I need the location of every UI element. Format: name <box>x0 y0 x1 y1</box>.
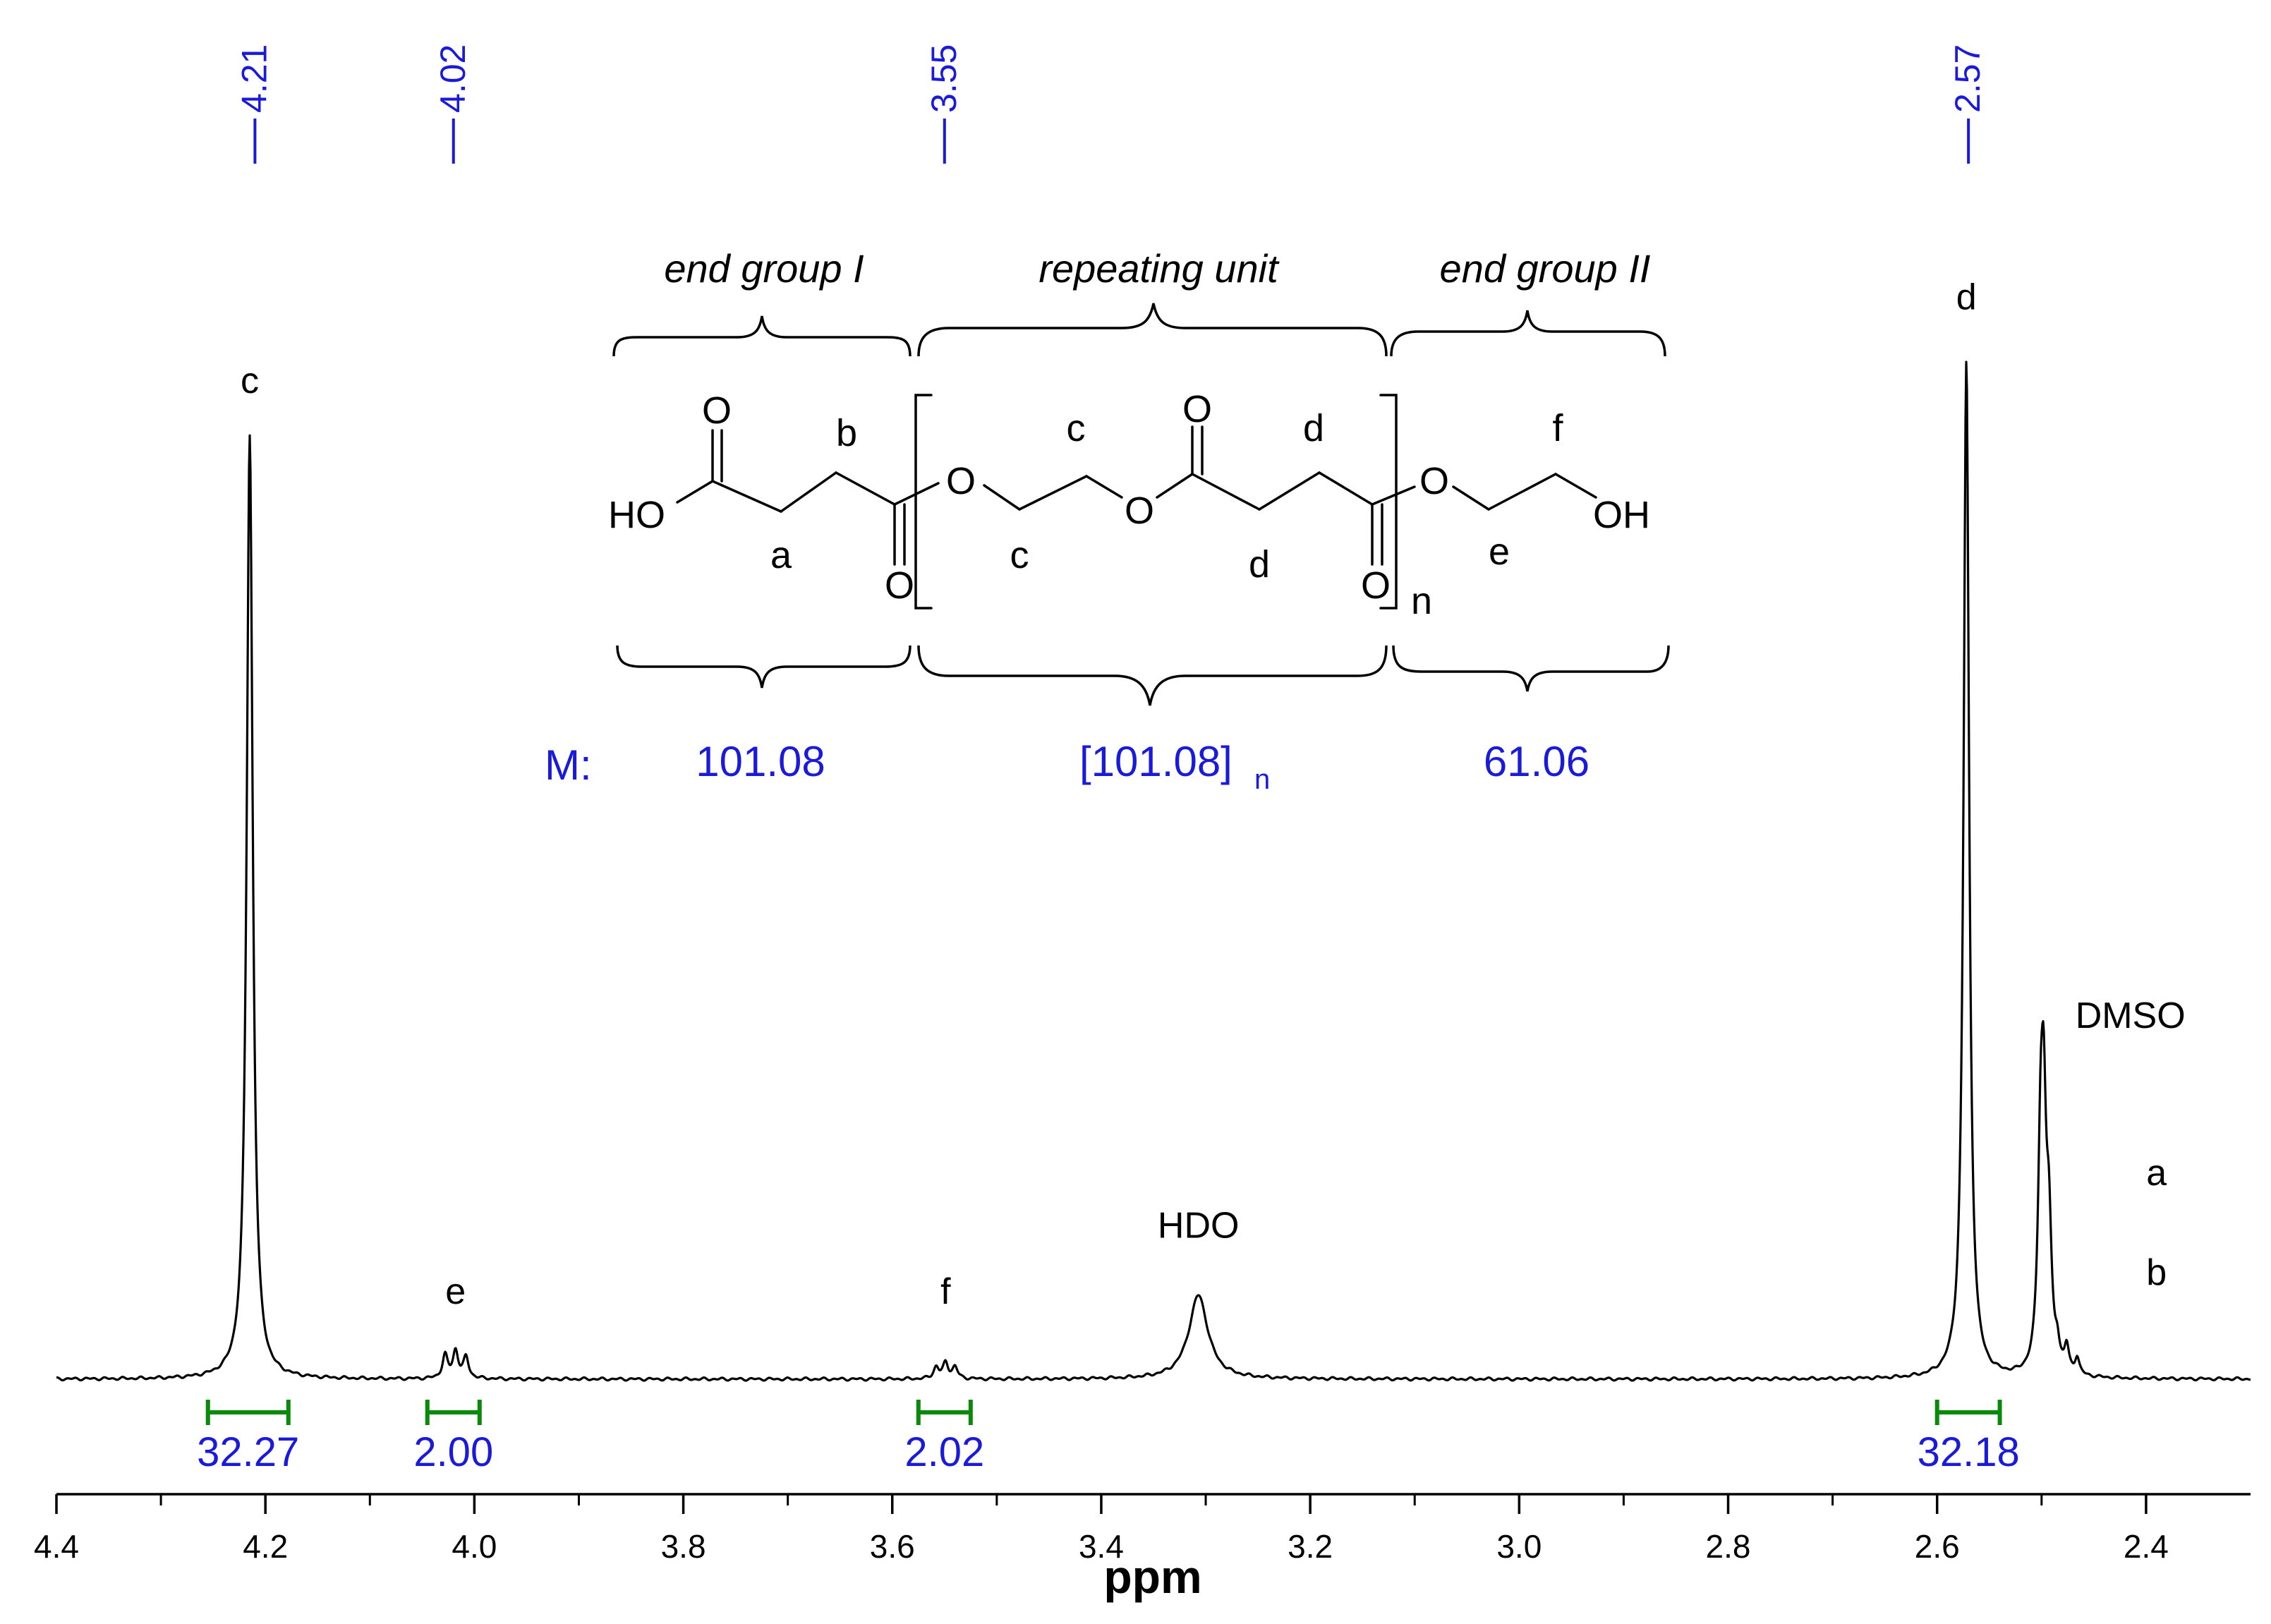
x-tick-label: 2.8 <box>1706 1528 1751 1565</box>
proton-label-a: a <box>770 534 792 576</box>
proton-label-f: f <box>1552 407 1563 449</box>
atom-oxygen-4: O <box>1125 490 1154 532</box>
peak-label: c <box>241 360 259 401</box>
shift-marker-label: 4.21 <box>234 44 274 113</box>
brace-bottom-end-group-1 <box>616 645 912 689</box>
peak-labels: c e f HDO d DMSO a b <box>241 277 2186 1312</box>
mass-prefix: M: <box>545 741 592 789</box>
proton-label-c-top: c <box>1067 407 1086 449</box>
x-tick-label: 2.6 <box>1915 1528 1960 1565</box>
atom-ho: HO <box>608 494 665 536</box>
spectrum-trace <box>56 360 2251 1382</box>
peak-label: a <box>2146 1153 2167 1194</box>
repeat-count-n: n <box>1411 580 1432 622</box>
section-title-end-group-1: end group I <box>664 246 864 291</box>
integral-value: 32.27 <box>197 1429 299 1475</box>
mass-repeating-unit: [101.08] <box>1079 738 1233 785</box>
atom-oxygen-7: O <box>1419 460 1449 502</box>
proton-label-d-top: d <box>1303 407 1324 449</box>
x-tick-label: 4.2 <box>243 1528 288 1565</box>
x-axis-ticks: 4.4 4.2 4.0 3.8 3.6 3.4 3.2 3.0 2.8 2.6 2.4 <box>34 1494 2169 1565</box>
atom-oxygen-1: O <box>702 389 732 432</box>
shift-marker-label: 3.55 <box>924 44 964 113</box>
x-axis: 4.4 4.2 4.0 3.8 3.6 3.4 3.2 3.0 2.8 2.6 2.4 ppm <box>34 1493 2251 1603</box>
peak-label: DMSO <box>2076 995 2186 1036</box>
integrals: 32.27 2.00 2.02 32.18 <box>197 1400 2020 1475</box>
atom-oxygen-6: O <box>1361 564 1391 607</box>
brace-top-end-group-2 <box>1390 310 1666 357</box>
proton-label-d-bottom: d <box>1249 543 1270 586</box>
structure-section-titles: end group I repeating unit end group II <box>664 246 1650 291</box>
atom-oxygen-3: O <box>946 460 976 502</box>
section-title-repeating-unit: repeating unit <box>1038 246 1280 291</box>
atom-oh: OH <box>1593 494 1650 536</box>
x-tick-label: 3.4 <box>1079 1528 1124 1565</box>
proton-label-e: e <box>1489 531 1510 573</box>
integral-value: 2.02 <box>904 1429 984 1475</box>
mass-end-group-1: 101.08 <box>696 738 825 785</box>
x-tick-label: 3.6 <box>870 1528 915 1565</box>
proton-label-c-bottom: c <box>1010 534 1029 576</box>
integral-value: 2.00 <box>413 1429 493 1475</box>
peak-label: HDO <box>1158 1205 1240 1246</box>
brace-bottom-end-group-2 <box>1392 645 1670 692</box>
shift-marker-label: 4.02 <box>433 44 473 113</box>
brace-bottom-repeating-unit <box>917 645 1388 706</box>
x-tick-label: 3.8 <box>661 1528 706 1565</box>
integral-value: 32.18 <box>1918 1429 2020 1475</box>
x-tick-label: 2.4 <box>2124 1528 2169 1565</box>
peak-label: d <box>1956 277 1977 317</box>
peak-label: b <box>2146 1252 2167 1293</box>
brace-top-end-group-1 <box>612 315 912 357</box>
peak-label: e <box>445 1271 466 1312</box>
shift-markers: 4.21 4.02 3.55 2.57 <box>234 44 1987 164</box>
x-axis-label: ppm <box>1103 1551 1201 1603</box>
x-tick-label: 4.0 <box>452 1528 497 1565</box>
proton-label-b: b <box>836 412 857 454</box>
section-title-end-group-2: end group II <box>1440 246 1651 291</box>
brace-top-repeating-unit <box>917 303 1388 357</box>
mass-repeating-unit-subscript: n <box>1254 764 1270 795</box>
atom-oxygen-5: O <box>1182 388 1212 430</box>
section-braces <box>612 303 1670 706</box>
mass-end-group-2: 61.06 <box>1484 738 1589 785</box>
molar-masses: M: 101.08 [101.08] n 61.06 <box>545 738 1589 795</box>
shift-marker-label: 2.57 <box>1948 44 1987 113</box>
x-tick-label: 3.2 <box>1288 1528 1333 1565</box>
x-tick-label: 4.4 <box>34 1528 79 1565</box>
x-tick-label: 3.0 <box>1496 1528 1542 1565</box>
chemical-structure: HO O O O O O O O OH n a b c c d d e f <box>608 388 1650 622</box>
peak-label: f <box>940 1271 951 1312</box>
atom-oxygen-2: O <box>885 564 914 607</box>
